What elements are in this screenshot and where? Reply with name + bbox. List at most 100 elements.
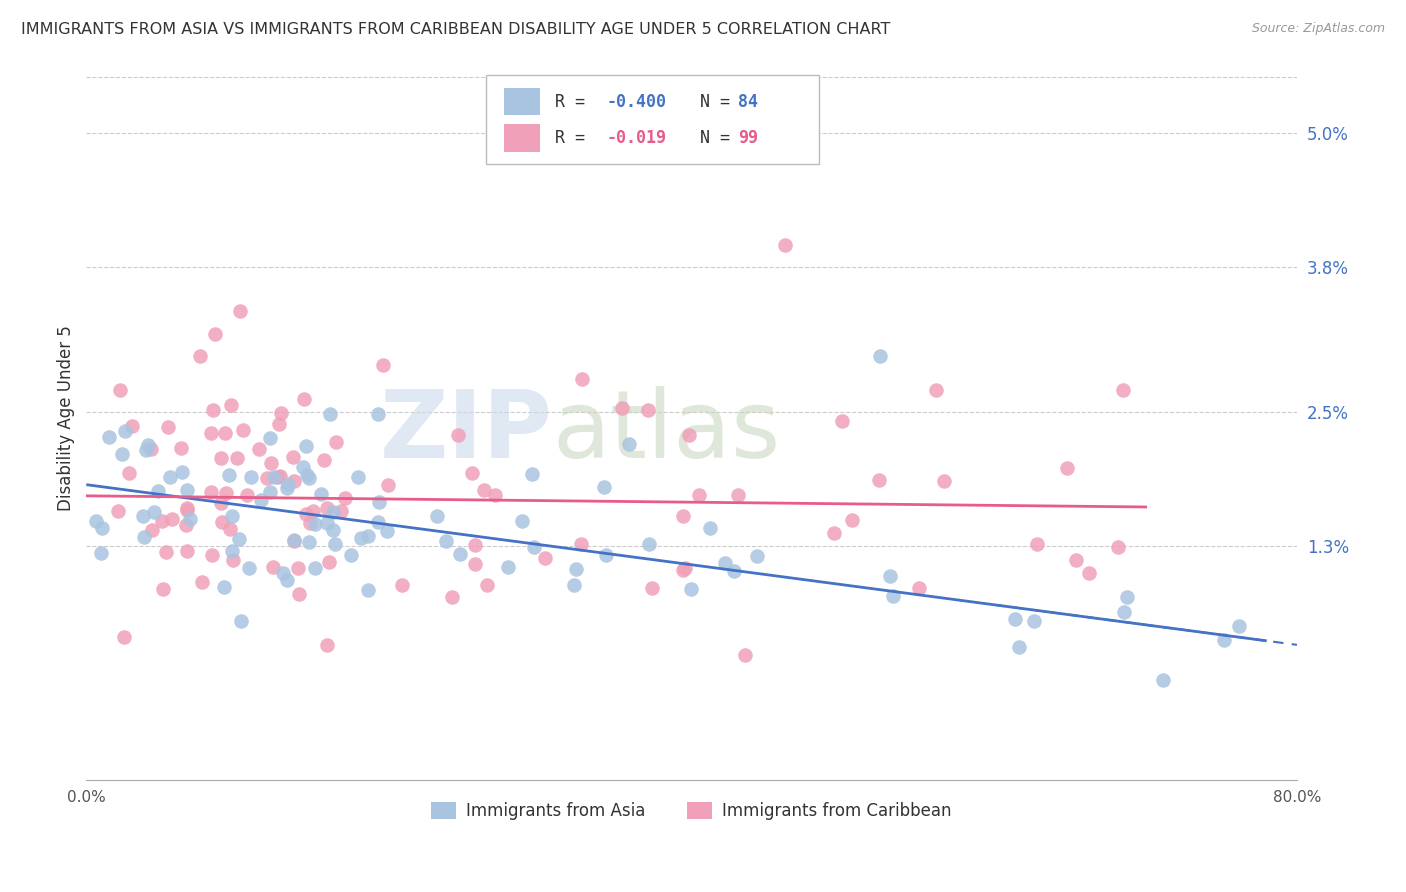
- Point: [250, 492, 273, 507]
- Point: [191, 575, 214, 590]
- Point: [868, 473, 890, 487]
- Point: [239, 470, 262, 484]
- Text: Source: ZipAtlas.com: Source: ZipAtlas.com: [1251, 22, 1385, 36]
- Point: [179, 512, 201, 526]
- Point: [441, 591, 464, 605]
- Point: [214, 426, 236, 441]
- Point: [226, 451, 249, 466]
- Point: [141, 523, 163, 537]
- Point: [309, 487, 332, 501]
- Point: [484, 488, 506, 502]
- Point: [218, 467, 240, 482]
- Point: [316, 516, 339, 530]
- Point: [391, 578, 413, 592]
- Point: [86, 514, 108, 528]
- Point: [349, 531, 371, 545]
- Point: [1152, 673, 1174, 687]
- Point: [176, 544, 198, 558]
- Point: [340, 548, 363, 562]
- Text: 99: 99: [738, 128, 758, 147]
- Point: [148, 483, 170, 498]
- Point: [231, 614, 253, 628]
- Point: [143, 505, 166, 519]
- Point: [449, 548, 471, 562]
- Point: [150, 514, 173, 528]
- Point: [312, 452, 335, 467]
- Point: [232, 423, 254, 437]
- Point: [176, 503, 198, 517]
- Point: [136, 438, 159, 452]
- Point: [1107, 541, 1129, 555]
- Point: [108, 383, 131, 397]
- Point: [371, 358, 394, 372]
- Point: [170, 441, 193, 455]
- Point: [174, 518, 197, 533]
- Point: [263, 469, 285, 483]
- Point: [219, 522, 242, 536]
- Point: [882, 589, 904, 603]
- Point: [298, 535, 321, 549]
- Point: [475, 578, 498, 592]
- Point: [523, 540, 546, 554]
- Point: [464, 557, 486, 571]
- Point: [879, 569, 901, 583]
- Point: [256, 471, 278, 485]
- Point: [1022, 614, 1045, 628]
- Point: [219, 398, 242, 412]
- Point: [1077, 566, 1099, 580]
- Point: [170, 465, 193, 479]
- Point: [447, 428, 470, 442]
- Point: [228, 532, 250, 546]
- Point: [259, 485, 281, 500]
- Text: atlas: atlas: [553, 386, 780, 478]
- Point: [269, 468, 291, 483]
- Point: [1213, 633, 1236, 648]
- Point: [367, 495, 389, 509]
- Point: [200, 425, 222, 440]
- Point: [681, 582, 703, 596]
- Point: [298, 516, 321, 531]
- Point: [160, 512, 183, 526]
- Point: [1004, 612, 1026, 626]
- Point: [276, 481, 298, 495]
- Point: [510, 514, 533, 528]
- Point: [209, 450, 232, 465]
- Point: [472, 483, 495, 497]
- FancyBboxPatch shape: [486, 76, 818, 164]
- Point: [288, 587, 311, 601]
- Point: [159, 469, 181, 483]
- Point: [132, 508, 155, 523]
- Point: [292, 459, 315, 474]
- Text: R =: R =: [555, 128, 595, 147]
- Point: [292, 392, 315, 406]
- Point: [688, 488, 710, 502]
- Point: [259, 456, 281, 470]
- Point: [98, 430, 121, 444]
- Point: [259, 432, 281, 446]
- Point: [297, 468, 319, 483]
- Point: [434, 534, 457, 549]
- Text: -0.019: -0.019: [607, 128, 666, 147]
- Point: [141, 442, 163, 457]
- Point: [831, 414, 853, 428]
- Point: [533, 551, 555, 566]
- Point: [202, 403, 225, 417]
- Point: [1026, 537, 1049, 551]
- Point: [111, 447, 134, 461]
- Point: [247, 442, 270, 457]
- Text: IMMIGRANTS FROM ASIA VS IMMIGRANTS FROM CARIBBEAN DISABILITY AGE UNDER 5 CORRELA: IMMIGRANTS FROM ASIA VS IMMIGRANTS FROM …: [21, 22, 890, 37]
- Point: [238, 561, 260, 575]
- Point: [934, 475, 956, 489]
- Point: [333, 491, 356, 505]
- Point: [640, 581, 662, 595]
- Point: [316, 501, 339, 516]
- Point: [841, 513, 863, 527]
- Point: [571, 372, 593, 386]
- Point: [236, 488, 259, 502]
- Point: [734, 648, 756, 663]
- Point: [295, 507, 318, 521]
- Text: R =: R =: [555, 93, 595, 111]
- Point: [304, 516, 326, 531]
- Point: [562, 578, 585, 592]
- Point: [325, 537, 347, 551]
